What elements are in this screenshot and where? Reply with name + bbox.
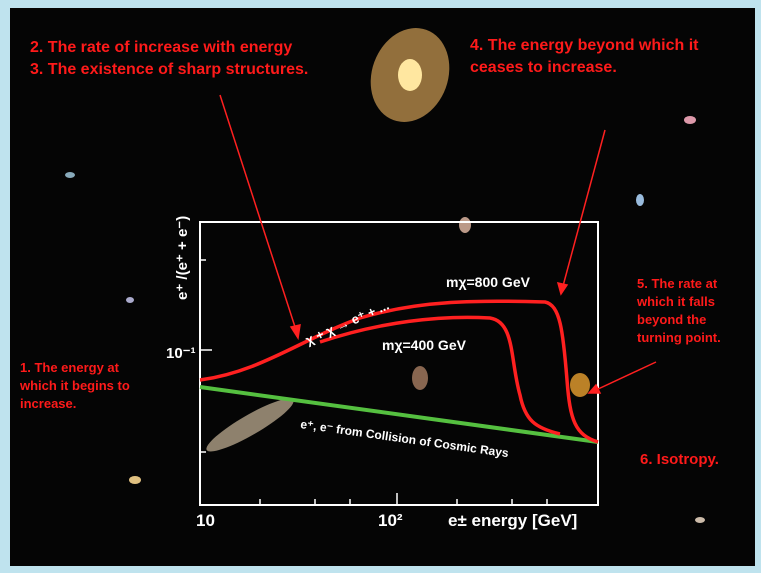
slide: 2. The rate of increase with energy 3. Th… (0, 0, 761, 573)
galaxy (684, 116, 696, 124)
curve-label: mχ=400 GeV (382, 337, 467, 353)
x-tick-label: 10² (378, 511, 403, 530)
galaxy (695, 517, 705, 523)
annotation: increase. (20, 396, 76, 411)
annotation: turning point. (637, 330, 721, 345)
annotation: 3. The existence of sharp structures. (30, 61, 308, 78)
annotation: 5. The rate at (637, 276, 718, 291)
annotation: ceases to increase. (470, 59, 617, 76)
page-body: 2. The rate of increase with energy 3. Th… (0, 0, 761, 573)
curve-label: mχ=800 GeV (446, 274, 531, 290)
galaxy (126, 297, 134, 303)
x-tick-label: 10 (196, 511, 215, 530)
annotation: 6. Isotropy. (640, 451, 719, 468)
galaxy (570, 373, 590, 397)
galaxy (459, 217, 471, 233)
page: {"annotations": { "left": ["1. The energ… (0, 0, 761, 573)
annotation: beyond the (637, 312, 706, 327)
y-axis-label: e⁺ /(e⁺ + e⁻) (174, 216, 191, 300)
galaxy (636, 194, 644, 206)
annotation: which it begins to (19, 378, 130, 393)
annotation: 2. The rate of increase with energy (30, 39, 292, 56)
x-axis-label: e± energy [GeV] (448, 511, 577, 530)
galaxy (65, 172, 75, 178)
galaxy (129, 476, 141, 484)
y-tick-label: 10⁻¹ (166, 345, 196, 362)
annotation: which it falls (636, 294, 715, 309)
annotation: 4. The energy beyond which it (470, 37, 699, 54)
galaxy-core (398, 59, 422, 91)
annotation: 1. The energy at (20, 360, 120, 375)
galaxy (412, 366, 428, 390)
